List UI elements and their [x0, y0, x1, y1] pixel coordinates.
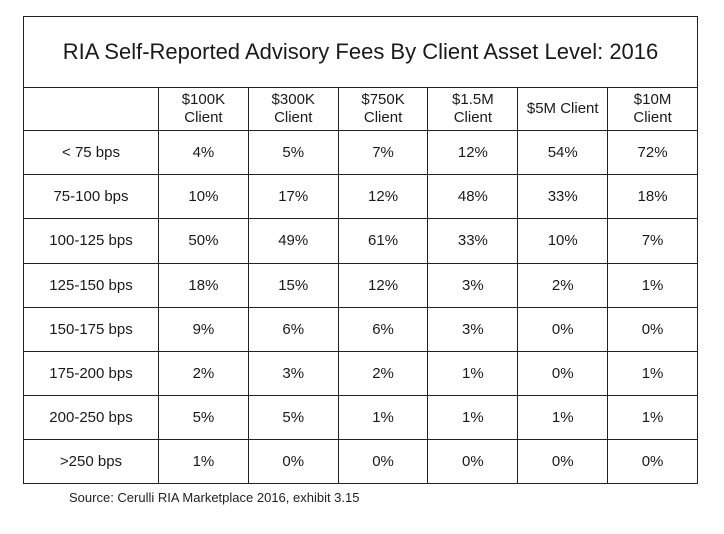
column-header-line: $300K — [271, 91, 315, 109]
row-label: 200-250 bps — [23, 394, 159, 440]
table-row: 100-125 bps 50% 49% 61% 33% 10% 7% — [23, 218, 698, 264]
table-cell: 2% — [517, 262, 609, 308]
table-row: 200-250 bps 5% 5% 1% 1% 1% 1% — [23, 394, 698, 440]
fee-table-frame: RIA Self-Reported Advisory Fees By Clien… — [23, 15, 698, 485]
table-cell: 9% — [158, 306, 249, 352]
column-header-line: $10M — [633, 91, 672, 109]
table-cell: 0% — [517, 350, 609, 396]
column-header-line: $100K — [181, 91, 226, 109]
table-cell: 6% — [247, 306, 339, 352]
table-row: 175-200 bps 2% 3% 2% 1% 0% 1% — [23, 350, 698, 396]
table-cell: 54% — [517, 130, 609, 176]
table-cell: 6% — [337, 306, 429, 352]
table-cell: 0% — [517, 306, 609, 352]
column-header-line: $1.5M — [452, 91, 494, 109]
row-label: 150-175 bps — [23, 306, 159, 352]
row-header-corner — [23, 87, 159, 132]
table-cell: 1% — [607, 350, 698, 396]
table-cell: 1% — [517, 394, 609, 440]
fee-table: RIA Self-Reported Advisory Fees By Clien… — [23, 15, 698, 485]
column-header-line: $5M Client — [526, 100, 599, 118]
table-cell: 18% — [158, 262, 249, 308]
column-header: $1.5M Client — [427, 87, 519, 132]
column-header: $300K Client — [247, 87, 339, 132]
row-label: 125-150 bps — [23, 262, 159, 308]
table-cell: 15% — [247, 262, 339, 308]
table-cell: 1% — [427, 394, 519, 440]
table-cell: 0% — [607, 438, 698, 485]
table-cell: 33% — [427, 218, 519, 264]
table-cell: 12% — [337, 262, 429, 308]
table-cell: 0% — [427, 438, 519, 485]
table-cell: 5% — [247, 394, 339, 440]
table-cell: 50% — [158, 218, 249, 264]
table-cell: 3% — [427, 306, 519, 352]
column-header-line: Client — [184, 109, 223, 127]
table-cell: 10% — [517, 218, 609, 264]
table-cell: 5% — [247, 130, 339, 176]
table-cell: 5% — [158, 394, 249, 440]
column-header-row: $100K Client $300K Client $750K Client $1.5M Cl… — [23, 87, 698, 132]
table-cell: 1% — [607, 394, 698, 440]
table-cell: 18% — [607, 174, 698, 220]
table-cell: 0% — [517, 438, 609, 485]
column-header: $100K Client — [158, 87, 249, 132]
table-cell: 2% — [158, 350, 249, 396]
row-label: >250 bps — [23, 438, 159, 485]
table-cell: 12% — [337, 174, 429, 220]
column-header-line: Client — [453, 109, 493, 127]
table-cell: 49% — [247, 218, 339, 264]
column-header-line: Client — [274, 109, 313, 127]
table-cell: 7% — [337, 130, 429, 176]
table-title: RIA Self-Reported Advisory Fees By Clien… — [23, 15, 698, 89]
source-note: Source: Cerulli RIA Marketplace 2016, ex… — [69, 490, 360, 505]
column-header: $10M Client — [607, 87, 698, 132]
table-cell: 3% — [247, 350, 339, 396]
table-cell: 1% — [158, 438, 249, 485]
table-cell: 10% — [158, 174, 249, 220]
table-cell: 0% — [607, 306, 698, 352]
column-header: $5M Client — [517, 87, 609, 132]
table-cell: 48% — [427, 174, 519, 220]
table-cell: 1% — [337, 394, 429, 440]
table-cell: 2% — [337, 350, 429, 396]
table-cell: 3% — [427, 262, 519, 308]
column-header-line: Client — [363, 109, 403, 127]
table-cell: 1% — [607, 262, 698, 308]
table-cell: 0% — [247, 438, 339, 485]
row-label: < 75 bps — [23, 130, 159, 176]
table-row: 125-150 bps 18% 15% 12% 3% 2% 1% — [23, 262, 698, 308]
row-label: 100-125 bps — [23, 218, 159, 264]
row-label: 175-200 bps — [23, 350, 159, 396]
table-cell: 4% — [158, 130, 249, 176]
row-label: 75-100 bps — [23, 174, 159, 220]
table-cell: 72% — [607, 130, 698, 176]
table-cell: 7% — [607, 218, 698, 264]
table-cell: 17% — [247, 174, 339, 220]
table-row: < 75 bps 4% 5% 7% 12% 54% 72% — [23, 130, 698, 176]
column-header-line: Client — [633, 109, 672, 127]
column-header: $750K Client — [337, 87, 429, 132]
table-cell: 61% — [337, 218, 429, 264]
table-row: 75-100 bps 10% 17% 12% 48% 33% 18% — [23, 174, 698, 220]
table-cell: 0% — [337, 438, 429, 485]
table-row: 150-175 bps 9% 6% 6% 3% 0% 0% — [23, 306, 698, 352]
table-row: >250 bps 1% 0% 0% 0% 0% 0% — [23, 438, 698, 485]
table-cell: 1% — [427, 350, 519, 396]
column-header-line: $750K — [361, 91, 405, 109]
table-cell: 12% — [427, 130, 519, 176]
table-cell: 33% — [517, 174, 609, 220]
